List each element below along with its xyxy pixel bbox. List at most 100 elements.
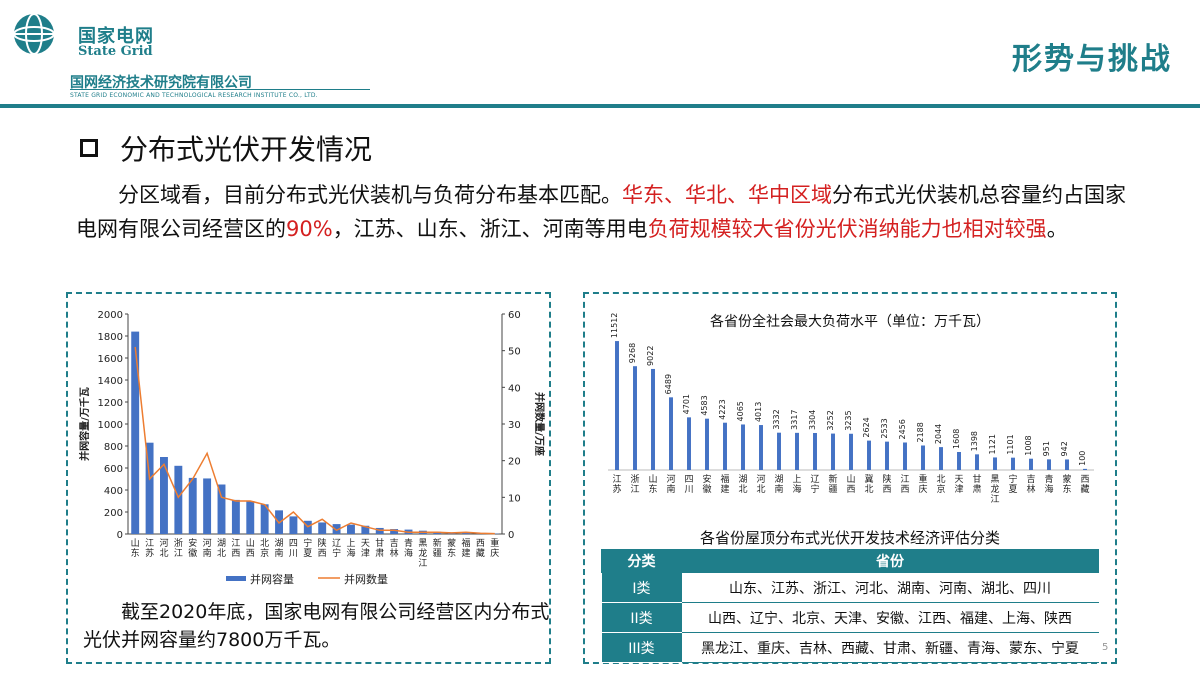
x-tick-label: 四川 (289, 539, 298, 559)
x-tick-label: 山东 (131, 538, 140, 559)
x-tick-label: 新疆 (433, 537, 442, 559)
max-load-bar (1011, 457, 1015, 470)
x-tick-label: 湖南 (275, 538, 284, 559)
max-load-x-label: 湖北 (738, 474, 747, 495)
x-tick-label: 甘肃 (375, 537, 384, 559)
capacity-bar (217, 484, 226, 534)
max-load-bar (993, 457, 997, 470)
max-load-value-label: 4223 (718, 399, 727, 419)
left-tick-label: 1400 (98, 376, 123, 387)
para-text-2: 分布式光伏装机总容量约占国家电网有限公司经营区的 (76, 183, 1126, 241)
max-load-bar (777, 432, 781, 470)
max-load-chart: 各省份全社会最大负荷水平（单位：万千瓦） 11512 9268 9022 6489 470… (608, 313, 1094, 505)
x-tick-label: 陕西 (318, 537, 327, 559)
max-load-value-label: 6489 (664, 374, 673, 394)
right-tick-label: 60 (508, 310, 521, 321)
max-load-bar (849, 433, 853, 470)
x-tick-label: 重庆 (490, 537, 499, 559)
max-load-bar (795, 432, 799, 470)
left-tick-label: 600 (104, 464, 123, 475)
left-tick-label: 2000 (98, 310, 123, 321)
x-tick-label: 青海 (404, 537, 413, 559)
max-load-x-label: 江苏 (612, 474, 621, 495)
x-tick-label: 北京 (260, 538, 269, 559)
max-load-title: 各省份全社会最大负荷水平（单位：万千瓦） (710, 313, 990, 330)
x-tick-label: 江西 (231, 538, 240, 559)
x-tick-label: 西藏 (476, 538, 485, 559)
org-name-cn: 国家电网 (78, 26, 154, 47)
max-load-bar (867, 440, 871, 470)
x-tick-label: 吉林 (390, 538, 399, 559)
legend-capacity-swatch (226, 576, 246, 581)
max-load-value-label: 2624 (862, 417, 871, 437)
max-load-value-label: 4583 (700, 395, 709, 415)
x-tick-label: 宁夏 (303, 537, 312, 559)
max-load-value-label: 4065 (736, 401, 745, 421)
x-tick-label: 山西 (246, 538, 255, 559)
slide-title-text: 分布式光伏开发情况 (120, 133, 373, 166)
table-header-row: 分类 省份 (601, 549, 1099, 573)
capacity-bar (289, 516, 298, 534)
x-tick-label: 河北 (159, 537, 168, 559)
max-load-value-label: 3235 (844, 410, 853, 430)
max-load-x-label: 福建 (720, 473, 729, 495)
right-tick-label: 30 (508, 420, 521, 431)
max-load-x-label: 新疆 (828, 473, 837, 495)
x-tick-label: 蒙东 (447, 537, 456, 559)
x-tick-label: 河南 (203, 537, 212, 559)
max-load-x-label: 重庆 (918, 473, 927, 495)
max-load-value-label: 3317 (790, 409, 799, 429)
max-load-value-label: 9268 (628, 343, 637, 363)
row-provinces: 黑龙江、重庆、吉林、西藏、甘肃、新疆、青海、蒙东、宁夏 (681, 632, 1099, 663)
max-load-bar (651, 368, 655, 470)
max-load-x-label: 冀北 (864, 473, 873, 495)
max-load-value-label: 1608 (952, 429, 961, 449)
x-tick-label: 安徽 (188, 537, 197, 559)
left-axis-title: 并网容量/万千瓦 (78, 387, 91, 461)
capacity-bar (246, 501, 255, 534)
left-tick-label: 1800 (98, 332, 123, 343)
capacity-bar (332, 524, 341, 534)
row-category: II类 (601, 602, 682, 633)
legend-count-label: 并网数量 (344, 572, 388, 586)
max-load-bar (975, 454, 979, 470)
max-load-bar (1047, 459, 1051, 470)
header-divider (0, 104, 1200, 108)
capacity-bar (231, 499, 240, 534)
right-tick-label: 50 (508, 347, 521, 358)
max-load-x-label: 黑龙江 (990, 474, 999, 505)
max-load-x-label: 浙江 (630, 473, 639, 495)
capacity-bar (203, 478, 212, 534)
section-heading: 形势与挑战 (1012, 42, 1172, 77)
max-load-bar (687, 417, 691, 470)
max-load-value-label: 3304 (808, 410, 817, 430)
institute-name-cn: 国网经济技术研究院有限公司 (70, 75, 252, 91)
legend-capacity-label: 并网容量 (250, 572, 294, 586)
max-load-bar (957, 451, 961, 470)
header-category: 分类 (601, 549, 682, 573)
left-tick-label: 1200 (98, 398, 123, 409)
max-load-x-label: 上海 (792, 474, 801, 495)
max-load-x-label: 江西 (900, 474, 909, 495)
state-grid-globe-icon (13, 13, 55, 55)
max-load-value-label: 4701 (682, 394, 691, 414)
max-load-value-label: 100 (1078, 451, 1087, 466)
page-number: 5 (1102, 642, 1109, 653)
x-tick-label: 黑龙江 (418, 538, 427, 569)
capacity-bar (462, 532, 470, 534)
max-load-value-label: 2533 (880, 418, 889, 438)
x-tick-label: 上海 (346, 538, 355, 559)
org-name-en: State Grid (78, 44, 153, 59)
capacity-bar (131, 331, 140, 534)
max-load-value-label: 2044 (934, 424, 943, 444)
right-tick-label: 40 (508, 383, 521, 394)
left-chart-panel (66, 292, 551, 664)
capacity-bar (260, 504, 269, 534)
institute-divider (70, 89, 370, 90)
max-load-value-label: 1121 (988, 434, 997, 454)
header-provinces: 省份 (681, 549, 1099, 573)
max-load-bar (831, 433, 835, 470)
max-load-x-label: 山东 (648, 474, 657, 495)
left-tick-label: 200 (104, 508, 123, 519)
max-load-x-label: 四川 (684, 475, 693, 495)
